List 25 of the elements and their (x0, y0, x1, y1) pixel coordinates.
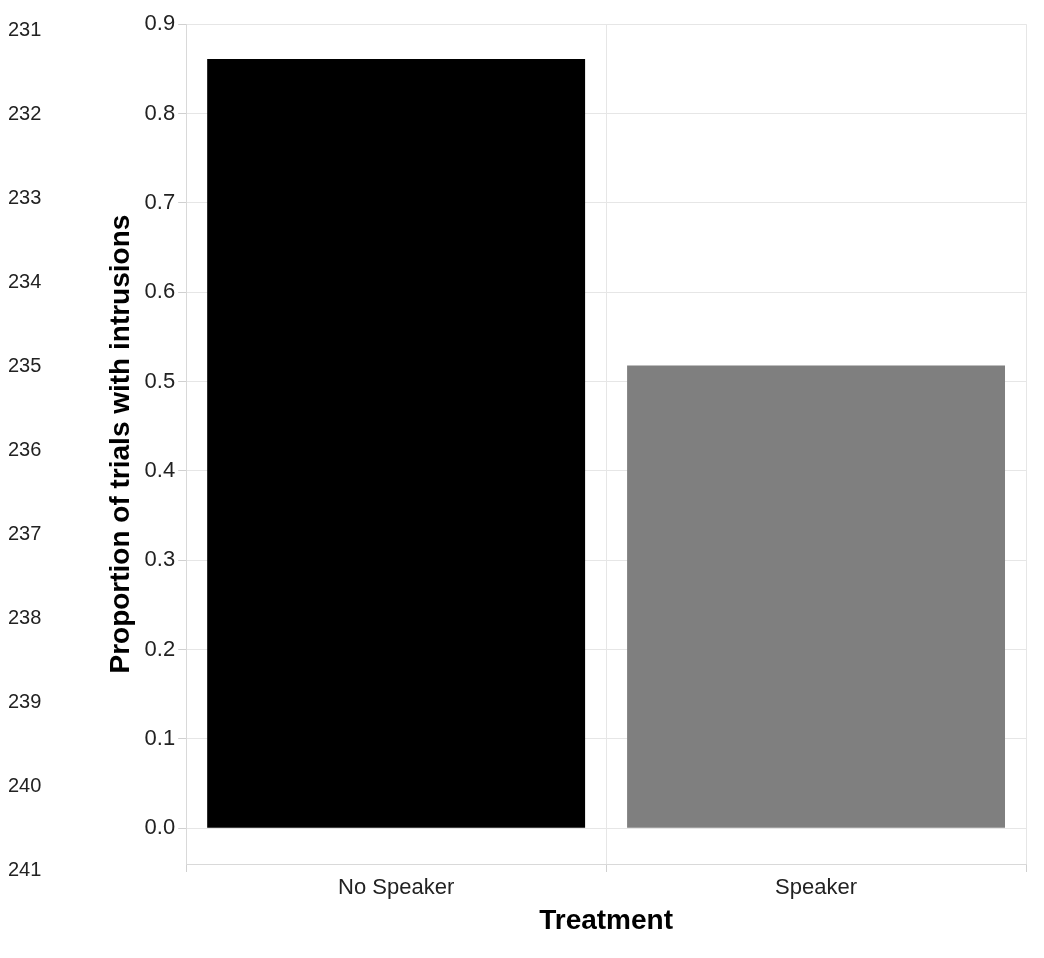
x-tick-label: Speaker (775, 874, 858, 900)
y-tick-label: 0.9 (144, 10, 176, 36)
y-axis-title: Proportion of trials with intrusions (103, 214, 135, 674)
text: 236 (8, 438, 42, 461)
y-tick-label: 0.4 (144, 456, 176, 482)
y-tick-label: 0.6 (144, 278, 176, 304)
x-axis-title: Treatment (539, 903, 674, 935)
text: 241 (8, 858, 42, 881)
text: 235 (8, 354, 42, 377)
y-tick-label: 0.1 (144, 724, 176, 750)
y-tick-label: 0.7 (144, 188, 176, 214)
y-tick-label: 0.2 (144, 635, 176, 661)
y-tick-label: 0.5 (144, 367, 176, 393)
y-tick-label: 0.3 (144, 546, 176, 572)
text: 234 (8, 270, 42, 293)
text: 231 (8, 18, 42, 41)
text: 232 (8, 102, 42, 125)
text: 239 (8, 690, 42, 713)
text: 233 (8, 186, 42, 209)
text: 240 (8, 774, 42, 797)
text: 238 (8, 606, 42, 629)
y-tick-label: 0.8 (144, 99, 176, 125)
text: 237 (8, 522, 42, 545)
x-tick-label: No Speaker (338, 874, 455, 900)
y-tick-label: 0.0 (144, 814, 176, 840)
